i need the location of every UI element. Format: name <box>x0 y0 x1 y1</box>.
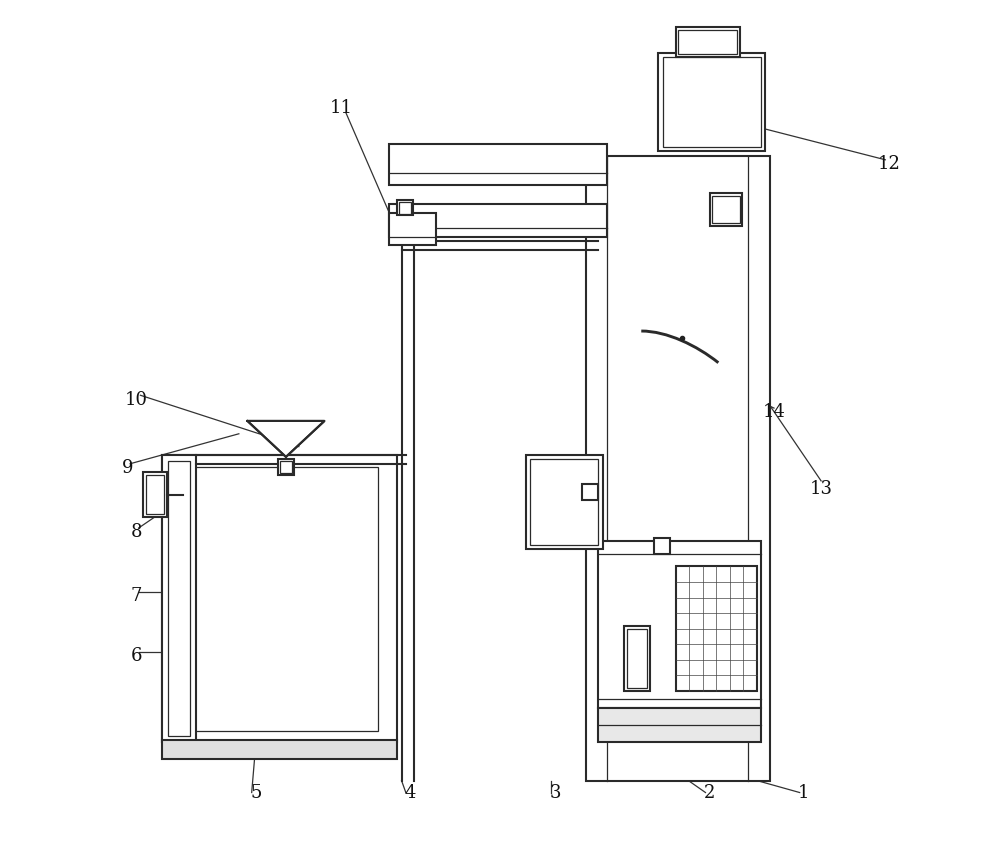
Bar <box>586 155 770 781</box>
Bar <box>582 484 598 500</box>
Bar <box>676 566 757 691</box>
Bar <box>278 460 294 475</box>
Text: 14: 14 <box>763 404 785 422</box>
Bar <box>183 467 378 731</box>
Bar <box>143 472 167 517</box>
Text: 11: 11 <box>330 100 353 118</box>
Bar <box>658 52 765 151</box>
Text: 6: 6 <box>130 648 142 666</box>
Bar <box>162 455 397 742</box>
Text: 5: 5 <box>250 784 262 802</box>
Bar <box>389 213 436 246</box>
Bar <box>168 461 190 736</box>
Bar <box>627 629 647 688</box>
Bar <box>162 740 397 759</box>
Bar <box>678 30 737 54</box>
Bar <box>162 455 196 742</box>
Text: 1: 1 <box>798 784 810 802</box>
Bar <box>146 475 164 515</box>
Bar <box>389 204 607 237</box>
Bar <box>598 541 761 708</box>
Bar <box>280 461 292 473</box>
Bar <box>598 708 761 742</box>
Text: 3: 3 <box>550 784 561 802</box>
Bar <box>654 539 670 554</box>
Text: 2: 2 <box>704 784 715 802</box>
Text: 13: 13 <box>810 480 833 498</box>
Bar <box>663 57 761 147</box>
Bar <box>389 144 607 186</box>
Bar <box>397 200 413 216</box>
Text: 12: 12 <box>878 155 901 173</box>
Polygon shape <box>247 421 324 457</box>
Bar <box>530 460 598 545</box>
Bar <box>676 27 740 57</box>
Text: 4: 4 <box>404 784 416 802</box>
Text: 8: 8 <box>130 523 142 541</box>
Bar <box>710 193 742 226</box>
Bar <box>399 202 411 214</box>
Bar <box>526 455 603 550</box>
Bar <box>624 626 650 691</box>
Text: 10: 10 <box>125 391 148 409</box>
Text: 9: 9 <box>122 459 133 477</box>
Bar <box>712 196 740 223</box>
Text: 7: 7 <box>130 588 142 606</box>
